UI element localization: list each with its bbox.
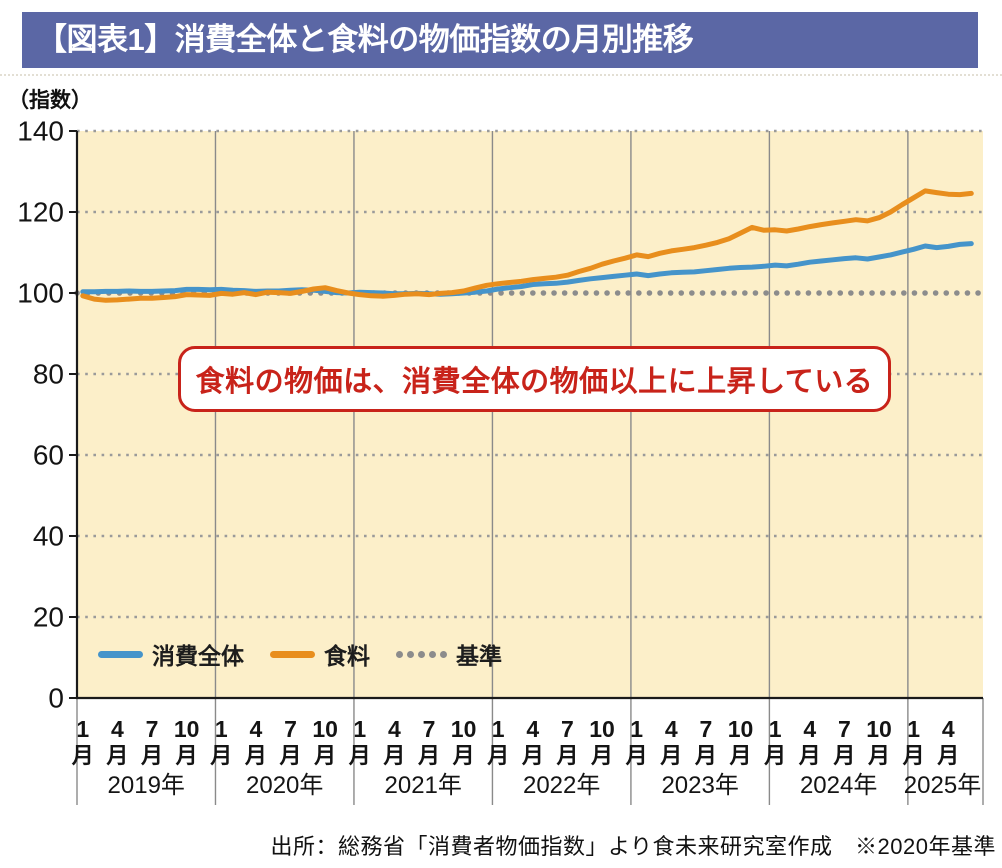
svg-text:月: 月: [348, 743, 371, 768]
legend-line-swatch: [98, 650, 143, 658]
svg-text:40: 40: [33, 521, 64, 552]
svg-text:月: 月: [244, 743, 267, 768]
svg-text:月: 月: [452, 743, 475, 768]
legend-dotted-swatch: [396, 650, 447, 658]
figure-title: 【図表1】消費全体と食料の物価指数の月別推移: [36, 22, 694, 57]
svg-text:10: 10: [728, 716, 754, 742]
svg-text:140: 140: [17, 116, 64, 147]
chart-legend: 消費全体 食料 基準: [98, 641, 502, 669]
svg-text:7: 7: [146, 716, 159, 742]
source-note: 出所：総務省「消費者物価指数」より食未来研究室作成 ※2020年基準: [270, 834, 996, 859]
svg-text:2019年: 2019年: [108, 772, 185, 799]
svg-text:2023年: 2023年: [661, 772, 738, 799]
svg-text:1: 1: [215, 716, 228, 742]
svg-text:4: 4: [388, 716, 401, 742]
legend-item-1: 食料: [270, 637, 370, 671]
svg-text:80: 80: [33, 359, 64, 390]
svg-text:7: 7: [423, 716, 436, 742]
svg-text:1: 1: [492, 716, 505, 742]
svg-text:1: 1: [907, 716, 920, 742]
svg-text:月: 月: [278, 743, 301, 768]
svg-text:4: 4: [665, 716, 678, 742]
svg-text:月: 月: [105, 743, 128, 768]
svg-text:月: 月: [694, 743, 717, 768]
legend-label: 食料: [324, 643, 370, 669]
svg-text:月: 月: [867, 743, 890, 768]
y-axis-unit-label: （指数）: [8, 89, 92, 112]
svg-text:4: 4: [803, 716, 816, 742]
svg-text:10: 10: [174, 716, 200, 742]
svg-text:月: 月: [71, 743, 94, 768]
svg-text:2024年: 2024年: [800, 772, 877, 799]
svg-text:1: 1: [353, 716, 366, 742]
legend-item-0: 消費全体: [98, 637, 244, 671]
svg-text:2020年: 2020年: [246, 772, 323, 799]
svg-text:7: 7: [700, 716, 713, 742]
svg-text:月: 月: [659, 743, 682, 768]
svg-text:0: 0: [48, 683, 64, 714]
plot-area: [77, 131, 983, 698]
svg-text:月: 月: [521, 743, 544, 768]
svg-text:月: 月: [175, 743, 198, 768]
svg-text:100: 100: [17, 278, 64, 309]
series-line-0: [80, 241, 974, 297]
svg-text:10: 10: [866, 716, 892, 742]
svg-text:月: 月: [417, 743, 440, 768]
svg-text:月: 月: [590, 743, 613, 768]
annotation-callout: 食料の物価は、消費全体の物価以上に上昇している: [178, 346, 891, 412]
svg-text:1: 1: [76, 716, 89, 742]
legend-item-2: 基準: [396, 637, 502, 671]
top-divider: [0, 74, 1002, 76]
svg-text:10: 10: [451, 716, 477, 742]
legend-label: 基準: [456, 643, 502, 669]
svg-text:月: 月: [140, 743, 163, 768]
svg-text:20: 20: [33, 602, 64, 633]
svg-text:60: 60: [33, 440, 64, 471]
y-axis-labels: 0 20 40 60 80 100 120 140: [17, 116, 77, 714]
svg-text:10: 10: [589, 716, 615, 742]
svg-text:月: 月: [729, 743, 752, 768]
svg-text:月: 月: [382, 743, 405, 768]
svg-text:月: 月: [902, 743, 925, 768]
svg-text:4: 4: [249, 716, 262, 742]
svg-text:1: 1: [769, 716, 782, 742]
svg-text:4: 4: [111, 716, 124, 742]
legend-line-swatch: [270, 650, 315, 658]
svg-text:月: 月: [798, 743, 821, 768]
svg-text:7: 7: [838, 716, 851, 742]
annotation-text: 食料の物価は、消費全体の物価以上に上昇している: [195, 366, 874, 398]
svg-text:2021年: 2021年: [385, 772, 462, 799]
svg-text:月: 月: [555, 743, 578, 768]
svg-text:1: 1: [630, 716, 643, 742]
svg-text:120: 120: [17, 197, 64, 228]
svg-text:月: 月: [486, 743, 509, 768]
svg-text:4: 4: [526, 716, 539, 742]
svg-text:10: 10: [312, 716, 338, 742]
x-axis-labels: 1月4月7月10月2019年1月4月7月10月2020年1月4月7月10月202…: [71, 716, 981, 799]
svg-text:2025年: 2025年: [904, 772, 981, 799]
legend-label: 消費全体: [152, 643, 244, 669]
svg-text:月: 月: [625, 743, 648, 768]
svg-text:2022年: 2022年: [523, 772, 600, 799]
svg-text:月: 月: [936, 743, 959, 768]
year-dividers: [76, 131, 984, 805]
svg-text:7: 7: [284, 716, 297, 742]
svg-text:7: 7: [561, 716, 574, 742]
svg-text:月: 月: [313, 743, 336, 768]
series-line-1: [80, 188, 974, 303]
svg-text:月: 月: [763, 743, 786, 768]
figure-title-bar: 【図表1】消費全体と食料の物価指数の月別推移: [22, 12, 978, 68]
svg-text:月: 月: [832, 743, 855, 768]
svg-text:4: 4: [942, 716, 955, 742]
svg-text:月: 月: [209, 743, 232, 768]
